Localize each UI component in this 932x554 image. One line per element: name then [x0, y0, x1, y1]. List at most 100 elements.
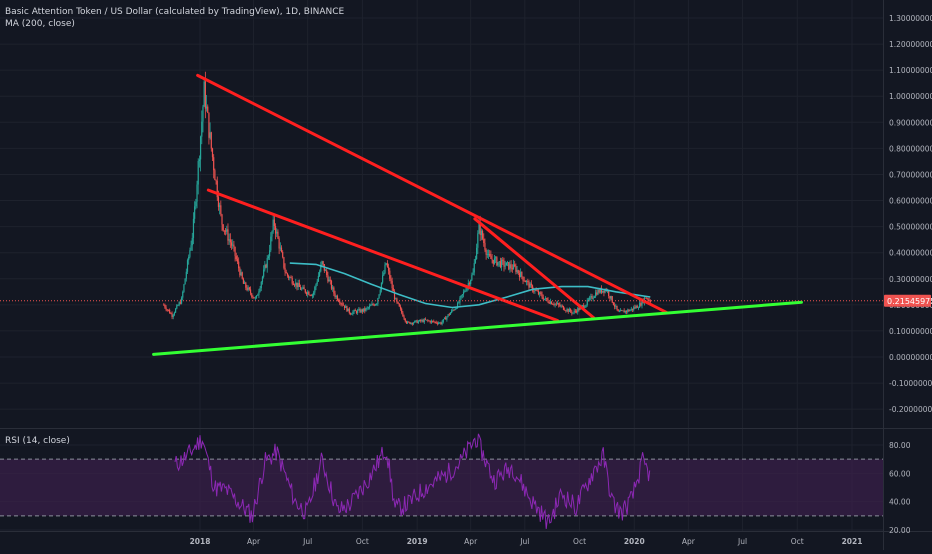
candle-body: [240, 272, 242, 276]
candle-body: [346, 306, 348, 312]
candle-body: [610, 296, 612, 299]
candle-body: [176, 305, 178, 309]
trendline-drawings[interactable]: [152, 73, 803, 356]
candle-body: [326, 270, 328, 276]
candle-body: [542, 297, 544, 300]
candle-body: [199, 136, 202, 160]
candle-body: [599, 288, 601, 293]
candle-body: [630, 308, 632, 311]
candle-body: [202, 106, 204, 122]
candle-body: [197, 161, 199, 185]
candle-body: [367, 307, 369, 309]
candle-body: [338, 300, 340, 302]
candle-body: [464, 291, 466, 293]
candle-body: [215, 180, 217, 181]
candle-body: [506, 262, 509, 263]
candle-body: [359, 309, 361, 313]
candle-body: [586, 299, 588, 305]
candle-body: [293, 284, 296, 286]
candle-body: [644, 297, 647, 299]
candle-body: [386, 263, 388, 267]
candle-body: [501, 259, 503, 268]
candle-body: [511, 268, 513, 270]
resistance-trendline[interactable]: [196, 73, 669, 315]
support-trendline[interactable]: [152, 300, 803, 356]
candle-body: [235, 256, 237, 260]
candle-body: [427, 319, 429, 321]
candle-body: [221, 214, 223, 225]
candle-body: [404, 318, 406, 322]
candle-body: [216, 180, 218, 198]
candle-body: [365, 308, 367, 311]
last-price-label: 0.21545975: [887, 297, 932, 306]
candle-body: [280, 247, 283, 252]
candle-body: [289, 277, 291, 279]
candle-body: [456, 302, 459, 309]
candle-body: [261, 276, 264, 282]
price-tick-label: 1.00000000: [889, 92, 932, 101]
time-tick-label: 2018: [190, 537, 211, 546]
candle-body: [196, 184, 198, 202]
candle-body: [362, 308, 365, 312]
candle-body: [449, 312, 452, 315]
candle-body: [244, 282, 246, 284]
candle-body: [616, 305, 618, 310]
candle-body: [639, 303, 641, 308]
candle-body: [622, 310, 624, 312]
candle-body: [330, 280, 333, 289]
candle-body: [292, 283, 294, 285]
candle-body: [514, 264, 516, 267]
candle-body: [447, 314, 449, 317]
candle-body: [207, 106, 209, 113]
candle-body: [518, 273, 521, 278]
candle-body: [609, 296, 611, 299]
candle-body: [376, 303, 378, 305]
candle-body: [321, 261, 323, 266]
candle-body: [445, 317, 447, 320]
candle-body: [254, 297, 256, 299]
time-tick-label: Apr: [464, 537, 478, 546]
time-tick-label: Jul: [737, 537, 747, 546]
candle-body: [649, 300, 651, 303]
resistance-trendline[interactable]: [473, 217, 596, 320]
candle-body: [517, 270, 519, 274]
candle-body: [533, 290, 535, 292]
candle-body: [205, 106, 208, 109]
candle-body: [524, 281, 527, 283]
candle-body: [317, 275, 319, 282]
price-tick-label: 1.30000000: [889, 14, 932, 23]
rsi-tick-label: 80.00: [889, 441, 911, 450]
candle-body: [228, 239, 230, 241]
time-axis[interactable]: 2018 Apr Jul Oct 2019 Apr Jul Oct 2020 Apr Jul Oct 2…: [190, 537, 863, 546]
candle-body: [521, 271, 523, 277]
candle-body: [633, 307, 635, 310]
candle-body: [497, 262, 499, 266]
candle-body: [510, 264, 512, 269]
candle-body: [230, 242, 233, 246]
candle-body: [402, 312, 404, 317]
price-tick-label: 0.90000000: [889, 118, 932, 127]
candle-body: [283, 257, 285, 268]
candle-body: [478, 222, 480, 234]
candle-body: [554, 303, 556, 305]
candle-body: [566, 308, 568, 311]
candle-body: [391, 280, 393, 289]
candle-body: [479, 222, 481, 236]
resistance-trendline[interactable]: [206, 188, 560, 322]
candle-body: [286, 273, 289, 276]
candle-body: [291, 277, 293, 284]
candle-body: [296, 282, 298, 288]
candle-body: [493, 258, 496, 264]
candle-body: [614, 304, 616, 307]
candle-body: [166, 309, 168, 311]
candle-body: [417, 321, 419, 324]
candle-body: [355, 311, 358, 314]
candle-body: [560, 305, 562, 307]
candle-body: [309, 294, 311, 296]
candle-body: [585, 304, 587, 308]
candle-body: [556, 303, 559, 305]
rsi-axis[interactable]: 80.00 60.00 40.00 20.00: [889, 441, 911, 535]
candle-body: [167, 309, 170, 311]
